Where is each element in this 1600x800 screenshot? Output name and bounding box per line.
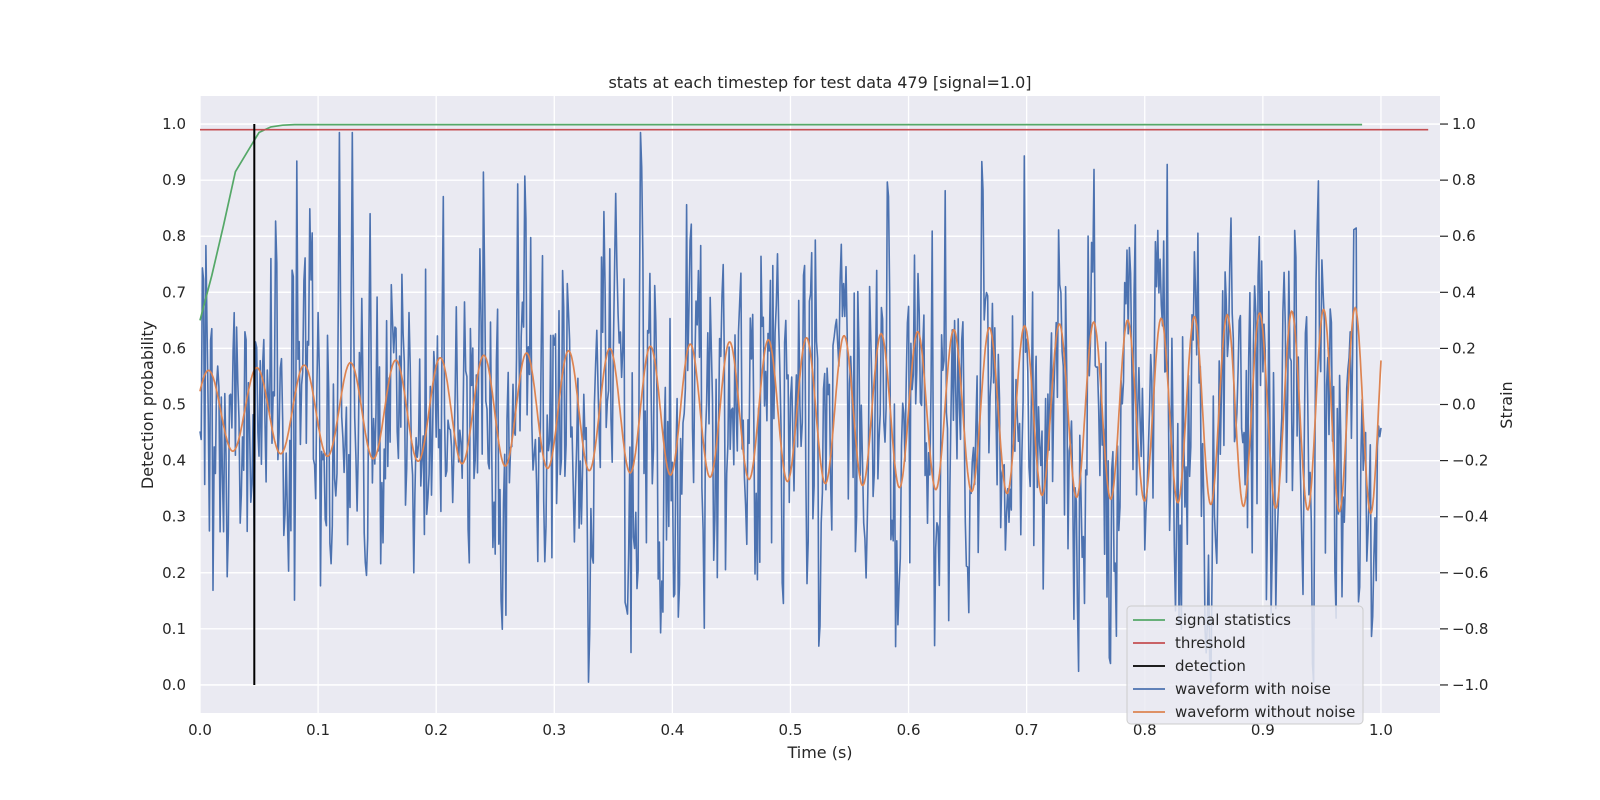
x-axis-label: Time (s): [786, 743, 852, 762]
y-tick-label-left: 0.2: [162, 564, 186, 582]
y-tick-label-left: 0.6: [162, 339, 186, 357]
x-tick-label: 0.2: [424, 721, 448, 739]
legend: signal statistics threshold detection wavef…: [1126, 605, 1364, 725]
x-tick-label: 0.0: [188, 721, 212, 739]
legend-label: detection: [1175, 657, 1246, 675]
y-tick-label-right: −0.2: [1452, 452, 1488, 470]
x-tick-label: 0.3: [542, 721, 566, 739]
y-tick-label-right: 0.2: [1452, 339, 1476, 357]
series-line-signal-statistics: [199, 123, 1363, 321]
x-tick-label: 0.6: [897, 721, 921, 739]
x-axis-ticks: 0.0 0.1 0.2 0.3 0.4 0.5 0.6 0.7 0.8 0.9 1.0: [188, 721, 1393, 739]
y-tick-label-left: 0.5: [162, 396, 186, 414]
x-tick-label: 0.8: [1133, 721, 1157, 739]
y-tick-label-right: 0.6: [1452, 227, 1476, 245]
y-tick-label-right: −1.0: [1452, 676, 1488, 694]
y-tick-label-right: −0.8: [1452, 620, 1488, 638]
x-tick-label: 1.0: [1369, 721, 1393, 739]
y-tick-label-left: 0.3: [162, 508, 186, 526]
legend-label: waveform without noise: [1175, 703, 1355, 721]
y-tick-label-left: 1.0: [162, 115, 186, 133]
y-tick-label-right: 0.4: [1452, 283, 1476, 301]
y-tick-label-left: 0.9: [162, 171, 186, 189]
y-axis-right-ticks: −1.0 −0.8 −0.6 −0.4 −0.2 0.0 0.2 0.4 0.6 0.8 1.0: [1440, 115, 1488, 694]
y-tick-label-left: 0.1: [162, 620, 186, 638]
x-tick-label: 0.5: [779, 721, 803, 739]
series-layer: [199, 123, 1429, 685]
legend-label: waveform with noise: [1175, 680, 1331, 698]
legend-label: signal statistics: [1175, 611, 1291, 629]
y-tick-label-right: 1.0: [1452, 115, 1476, 133]
y-tick-label-right: 0.0: [1452, 396, 1476, 414]
y-tick-label-right: −0.4: [1452, 508, 1488, 526]
x-tick-label: 0.4: [660, 721, 684, 739]
series-line-waveform-without-noise: [199, 306, 1382, 515]
chart-title: stats at each timestep for test data 479…: [608, 73, 1031, 92]
y-tick-label-left: 0.0: [162, 676, 186, 694]
y-tick-label-left: 0.4: [162, 452, 186, 470]
legend-box: [1126, 605, 1364, 725]
x-tick-label: 0.1: [306, 721, 330, 739]
y-tick-label-left: 0.7: [162, 283, 186, 301]
y-axis-right-label: Strain: [1497, 381, 1516, 428]
y-tick-label-left: 0.8: [162, 227, 186, 245]
y-axis-left-label: Detection probability: [138, 321, 157, 489]
y-tick-label-right: 0.8: [1452, 171, 1476, 189]
y-axis-left-ticks: 0.0 0.1 0.2 0.3 0.4 0.5 0.6 0.7 0.8 0.9 1.0: [162, 115, 186, 694]
x-tick-label: 0.7: [1015, 721, 1039, 739]
x-tick-label: 0.9: [1251, 721, 1275, 739]
y-tick-label-right: −0.6: [1452, 564, 1488, 582]
legend-label: threshold: [1175, 634, 1246, 652]
